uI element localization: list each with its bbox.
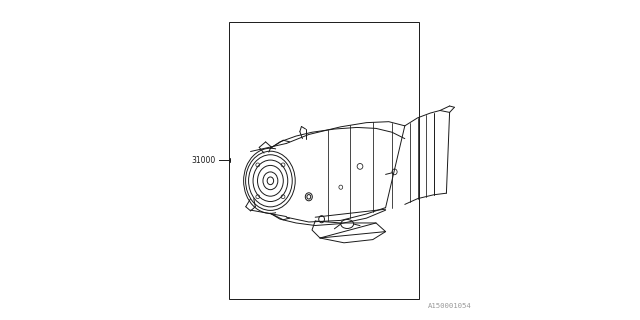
Bar <box>229 22 419 299</box>
Text: A150001054: A150001054 <box>428 303 472 309</box>
Text: 31000: 31000 <box>192 156 216 164</box>
